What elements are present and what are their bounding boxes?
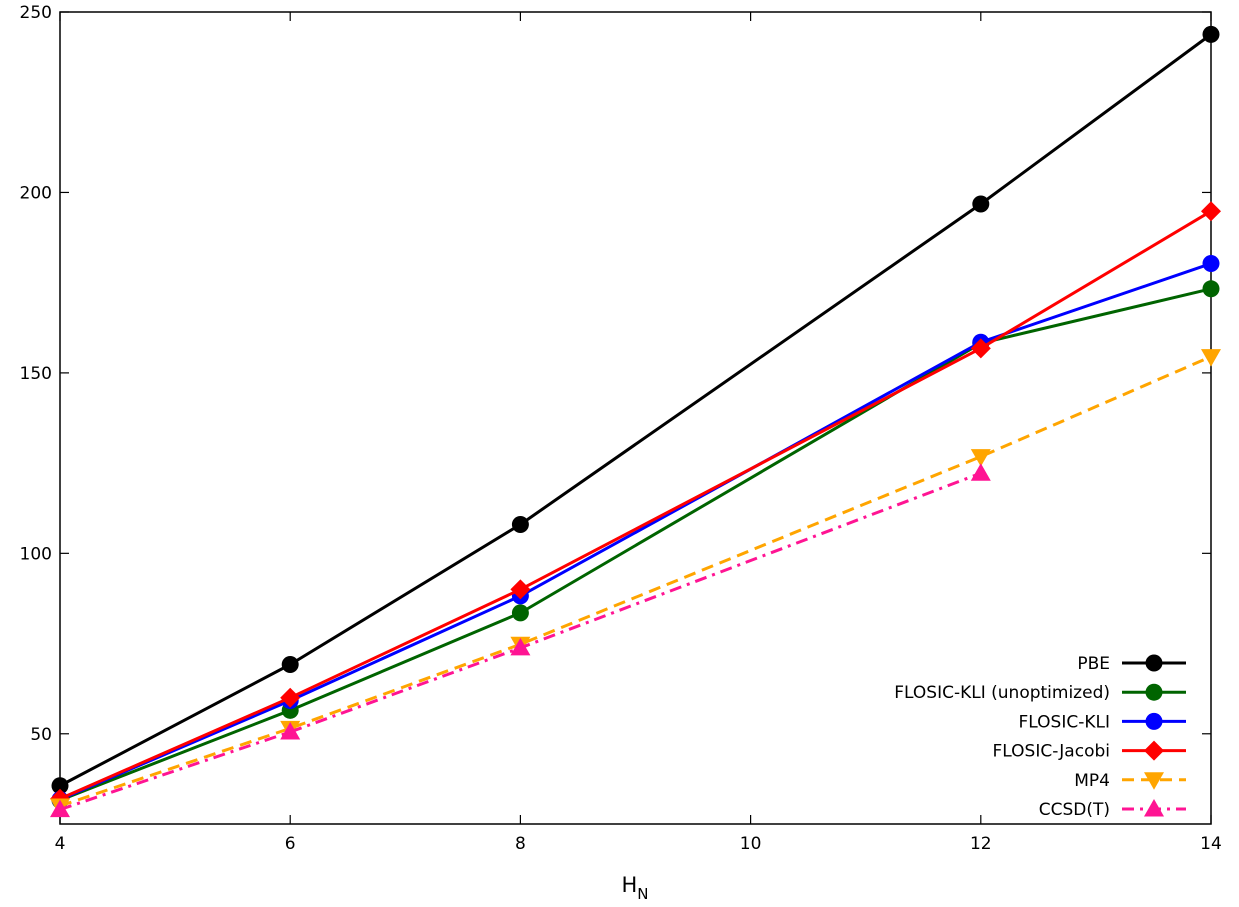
legend-entry: MP4 [1074, 771, 1186, 791]
series-line [59, 355, 1212, 808]
legend-label: FLOSIC-KLI [1019, 712, 1110, 732]
legend-entry: CCSD(T) [1039, 799, 1186, 820]
legend-marker [1144, 799, 1164, 817]
legend-label: CCSD(T) [1039, 800, 1110, 820]
x-axis-label-subscript: N [637, 885, 648, 903]
series-line [59, 33, 1212, 788]
plot-frame [59, 11, 1212, 825]
x-tick-label: 6 [285, 834, 296, 854]
data-point [1201, 349, 1221, 367]
legend-entry: FLOSIC-Jacobi [993, 740, 1186, 762]
data-point [1201, 201, 1221, 222]
y-tick-label: 200 [20, 183, 52, 203]
series-0 [51, 25, 1220, 795]
x-tick-label: 10 [740, 834, 762, 854]
series-line [59, 471, 982, 811]
data-point [510, 637, 531, 656]
data-point [1202, 255, 1220, 273]
y-tick-label: 150 [20, 364, 52, 384]
data-point [511, 515, 529, 533]
y-tick-label: 50 [30, 725, 52, 745]
data-point [970, 338, 991, 359]
data-point [51, 777, 69, 795]
legend-marker [1144, 772, 1164, 790]
x-tick-label: 14 [1200, 834, 1222, 854]
legend-entry: PBE [1077, 654, 1186, 674]
legend-marker [1145, 683, 1163, 701]
data-point [50, 799, 70, 818]
y-tick-label: 100 [20, 544, 52, 564]
legend-label: PBE [1077, 654, 1110, 674]
data-point [510, 579, 531, 600]
y-tick-label: 250 [20, 3, 52, 23]
legend-marker [1145, 654, 1163, 672]
data-point [972, 195, 990, 213]
legend: PBE FLOSIC-KLI (unoptimized) FLOSIC-KLI FLO… [894, 654, 1186, 820]
x-tick-label: 8 [515, 834, 526, 854]
legend-label: MP4 [1074, 771, 1110, 791]
series-layer [50, 25, 1221, 818]
x-axis-label: HN [621, 873, 648, 903]
series-line [59, 209, 1212, 801]
legend-marker [1144, 740, 1164, 761]
legend-label: FLOSIC-Jacobi [993, 742, 1110, 762]
legend-label: FLOSIC-KLI (unoptimized) [894, 683, 1110, 703]
x-tick-label: 4 [55, 834, 66, 854]
data-point [511, 604, 529, 622]
legend-marker [1145, 712, 1163, 730]
data-point [1202, 25, 1220, 43]
axis-ticks: 4 6 8 10 12 14 50 100 150 200 250 [20, 3, 1222, 854]
legend-entry: FLOSIC-KLI [1019, 712, 1186, 732]
data-point [1202, 280, 1220, 298]
data-point [970, 449, 991, 467]
data-point [280, 721, 301, 740]
data-point [280, 687, 301, 708]
x-tick-label: 12 [970, 834, 992, 854]
data-point [281, 655, 299, 673]
series-5 [50, 463, 991, 818]
legend-entry: FLOSIC-KLI (unoptimized) [894, 683, 1186, 703]
data-point [970, 463, 991, 481]
